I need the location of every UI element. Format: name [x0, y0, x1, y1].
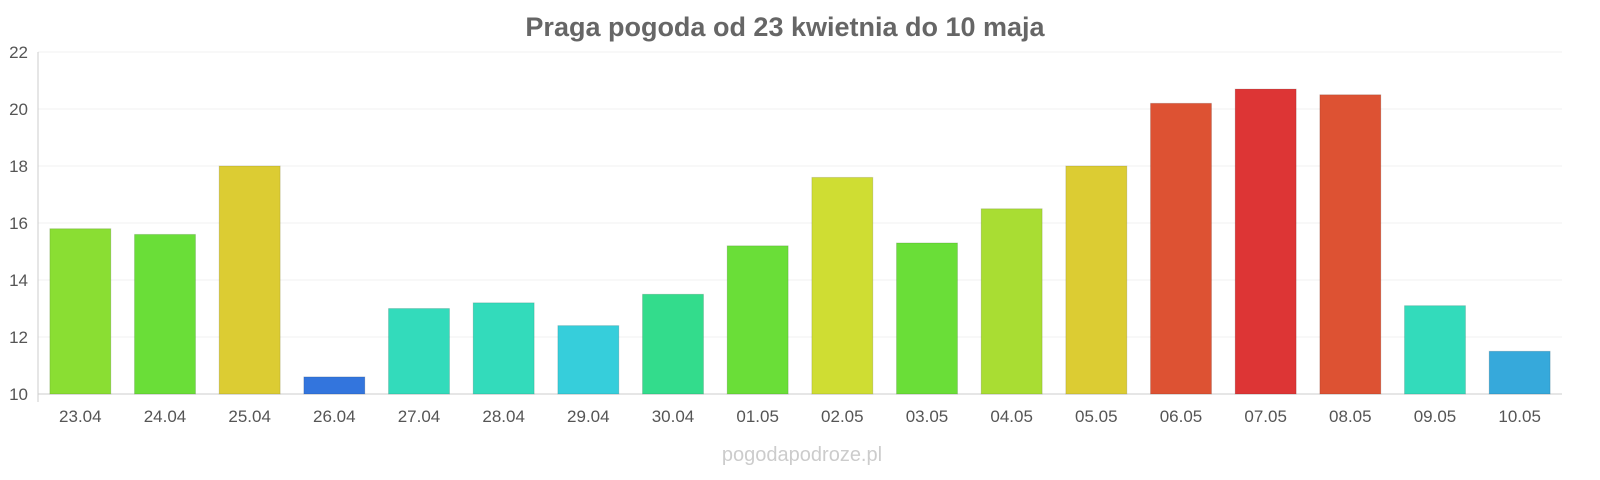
y-tick-label: 10 — [9, 385, 28, 404]
x-tick-label: 28.04 — [482, 407, 525, 426]
bar-03.05 — [896, 242, 958, 395]
chart-title: Praga pogoda od 23 kwietnia do 10 maja — [525, 12, 1045, 42]
y-tick-label: 18 — [9, 157, 28, 176]
bar-02.05 — [811, 176, 874, 395]
x-tick-label: 27.04 — [398, 407, 441, 426]
bar-08.05 — [1319, 94, 1382, 395]
x-tick-label: 05.05 — [1075, 407, 1118, 426]
watermark: pogodapodroze.pl — [722, 444, 882, 466]
bar-23.04 — [49, 228, 112, 395]
x-tick-label: 25.04 — [228, 407, 271, 426]
x-tick-label: 02.05 — [821, 407, 864, 426]
bar-05.05 — [1065, 165, 1128, 395]
bar-25.04 — [218, 165, 281, 395]
x-tick-label: 26.04 — [313, 407, 356, 426]
x-tick-label: 08.05 — [1329, 407, 1372, 426]
bar-28.04 — [472, 302, 535, 395]
x-tick-label: 24.04 — [144, 407, 187, 426]
bar-30.04 — [642, 293, 704, 395]
y-tick-label: 20 — [9, 100, 28, 119]
x-tick-label: 07.05 — [1244, 407, 1287, 426]
x-tick-label: 30.04 — [652, 407, 695, 426]
bar-09.05 — [1404, 305, 1466, 395]
x-tick-label: 01.05 — [736, 407, 779, 426]
x-tick-label: 09.05 — [1414, 407, 1457, 426]
bar-01.05 — [726, 245, 789, 395]
y-tick-label: 14 — [9, 271, 28, 290]
x-tick-label: 03.05 — [906, 407, 949, 426]
x-tick-label: 04.05 — [990, 407, 1033, 426]
bar-27.04 — [388, 308, 450, 395]
bar-26.04 — [303, 376, 366, 395]
bar-07.05 — [1234, 88, 1297, 395]
y-tick-label: 16 — [9, 214, 28, 233]
y-tick-label: 12 — [9, 328, 28, 347]
y-tick-label: 22 — [9, 43, 28, 62]
x-tick-label: 23.04 — [59, 407, 102, 426]
x-tick-label: 06.05 — [1160, 407, 1203, 426]
bar-24.04 — [134, 233, 196, 395]
bar-29.04 — [557, 325, 620, 395]
x-tick-label: 29.04 — [567, 407, 610, 426]
bar-06.05 — [1150, 102, 1212, 395]
x-tick-label: 10.05 — [1498, 407, 1541, 426]
bar-10.05 — [1488, 350, 1551, 395]
bar-04.05 — [980, 208, 1043, 395]
